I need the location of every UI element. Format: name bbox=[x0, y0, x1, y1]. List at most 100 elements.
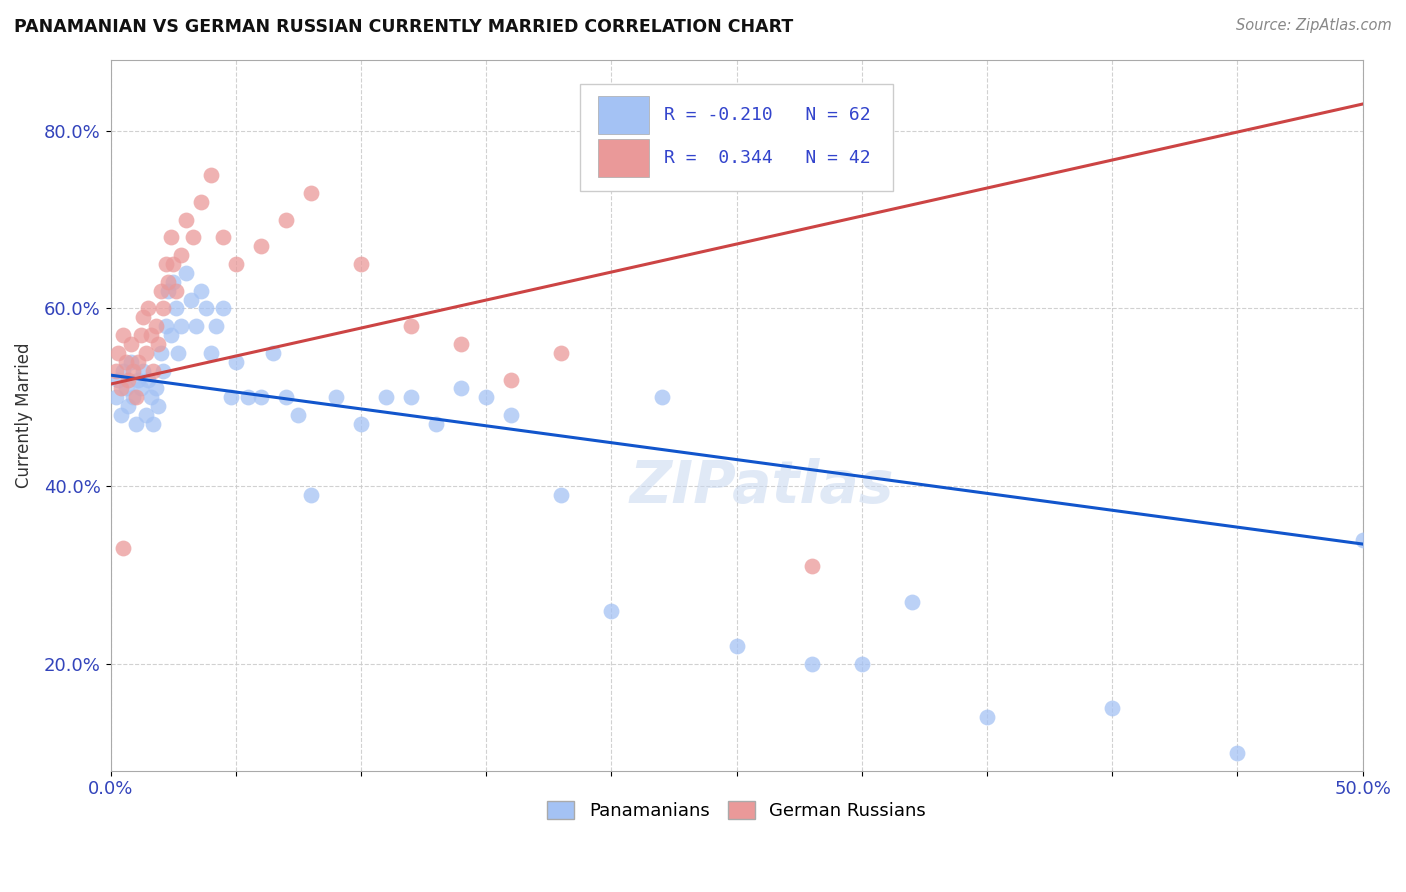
Point bbox=[262, 346, 284, 360]
Point bbox=[152, 301, 174, 316]
Point bbox=[1101, 701, 1123, 715]
Point bbox=[183, 230, 205, 244]
Point bbox=[851, 657, 873, 671]
Point bbox=[325, 390, 347, 404]
FancyBboxPatch shape bbox=[581, 85, 893, 191]
Point bbox=[142, 364, 165, 378]
Point bbox=[110, 408, 132, 422]
Point bbox=[110, 382, 132, 396]
Text: R =  0.344   N = 42: R = 0.344 N = 42 bbox=[664, 149, 870, 167]
Point bbox=[107, 346, 129, 360]
Point bbox=[112, 328, 135, 343]
Point bbox=[122, 364, 145, 378]
Point bbox=[550, 488, 572, 502]
Point bbox=[174, 266, 197, 280]
Point bbox=[159, 328, 181, 343]
Point bbox=[174, 212, 197, 227]
Point bbox=[219, 390, 242, 404]
FancyBboxPatch shape bbox=[598, 95, 650, 135]
Point bbox=[117, 399, 139, 413]
Point bbox=[250, 390, 273, 404]
Point bbox=[104, 364, 127, 378]
Point bbox=[112, 364, 135, 378]
Point bbox=[225, 257, 247, 271]
Point bbox=[159, 230, 181, 244]
Point bbox=[132, 310, 155, 325]
Point bbox=[501, 373, 523, 387]
Legend: Panamanians, German Russians: Panamanians, German Russians bbox=[541, 796, 931, 826]
Point bbox=[129, 328, 152, 343]
Point bbox=[139, 390, 162, 404]
Point bbox=[155, 319, 177, 334]
Point bbox=[149, 346, 172, 360]
Point bbox=[167, 346, 190, 360]
Point bbox=[475, 390, 498, 404]
Text: ZIPatlas: ZIPatlas bbox=[630, 458, 894, 515]
Point bbox=[299, 488, 322, 502]
Point bbox=[238, 390, 260, 404]
Point bbox=[170, 248, 193, 262]
Point bbox=[135, 408, 157, 422]
Point bbox=[212, 301, 235, 316]
Point bbox=[725, 639, 748, 653]
Y-axis label: Currently Married: Currently Married bbox=[15, 343, 32, 488]
Point bbox=[180, 293, 202, 307]
Point bbox=[135, 346, 157, 360]
Point bbox=[114, 382, 136, 396]
Point bbox=[399, 390, 422, 404]
Point bbox=[399, 319, 422, 334]
Point bbox=[127, 355, 149, 369]
Point bbox=[120, 337, 142, 351]
Point bbox=[117, 373, 139, 387]
Point bbox=[976, 710, 998, 724]
Text: PANAMANIAN VS GERMAN RUSSIAN CURRENTLY MARRIED CORRELATION CHART: PANAMANIAN VS GERMAN RUSSIAN CURRENTLY M… bbox=[14, 18, 793, 36]
Point bbox=[600, 604, 623, 618]
Text: R = -0.210   N = 62: R = -0.210 N = 62 bbox=[664, 106, 870, 124]
Point bbox=[274, 212, 297, 227]
Point bbox=[450, 337, 472, 351]
Point bbox=[901, 595, 924, 609]
Point bbox=[157, 284, 180, 298]
Point bbox=[162, 275, 184, 289]
Point bbox=[145, 319, 167, 334]
Point bbox=[165, 284, 187, 298]
Point bbox=[190, 194, 212, 209]
Point bbox=[299, 186, 322, 200]
Point bbox=[450, 382, 472, 396]
FancyBboxPatch shape bbox=[598, 138, 650, 177]
Point bbox=[212, 230, 235, 244]
Point bbox=[287, 408, 309, 422]
Point bbox=[132, 364, 155, 378]
Point bbox=[107, 373, 129, 387]
Point bbox=[125, 390, 148, 404]
Point bbox=[112, 541, 135, 556]
Point bbox=[425, 417, 447, 431]
Point bbox=[200, 168, 222, 182]
Point bbox=[250, 239, 273, 253]
Point bbox=[152, 364, 174, 378]
Point bbox=[184, 319, 207, 334]
Point bbox=[800, 559, 823, 574]
Point bbox=[127, 373, 149, 387]
Point bbox=[142, 417, 165, 431]
Point bbox=[104, 390, 127, 404]
Point bbox=[375, 390, 398, 404]
Point bbox=[129, 382, 152, 396]
Point bbox=[194, 301, 217, 316]
Point bbox=[136, 301, 159, 316]
Point bbox=[136, 373, 159, 387]
Point bbox=[651, 390, 673, 404]
Point bbox=[225, 355, 247, 369]
Point bbox=[1226, 746, 1249, 760]
Text: Source: ZipAtlas.com: Source: ZipAtlas.com bbox=[1236, 18, 1392, 33]
Point bbox=[148, 399, 170, 413]
Point bbox=[205, 319, 228, 334]
Point bbox=[190, 284, 212, 298]
Point bbox=[120, 355, 142, 369]
Point bbox=[350, 257, 373, 271]
Point bbox=[350, 417, 373, 431]
Point bbox=[274, 390, 297, 404]
Point bbox=[114, 355, 136, 369]
Point bbox=[800, 657, 823, 671]
Point bbox=[157, 275, 180, 289]
